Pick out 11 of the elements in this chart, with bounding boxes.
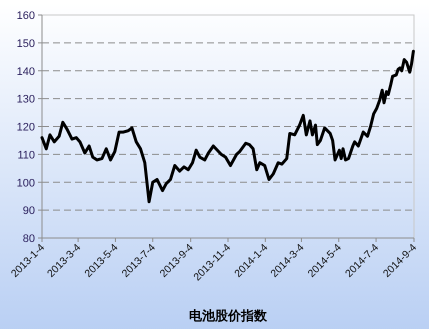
y-tick-label: 110: [17, 149, 35, 162]
y-tick-label: 120: [16, 122, 35, 134]
y-tick-label: 130: [16, 94, 35, 106]
y-tick-label: 100: [16, 177, 35, 190]
x-axis-title: 电池股价指数: [189, 308, 268, 323]
y-tick-label: 150: [16, 38, 35, 50]
y-tick-label: 140: [16, 66, 35, 78]
y-tick-label: 80: [22, 233, 35, 245]
y-tick-label: 160: [16, 10, 35, 22]
line-series: [40, 50, 415, 204]
y-tick-label: 90: [22, 205, 35, 218]
